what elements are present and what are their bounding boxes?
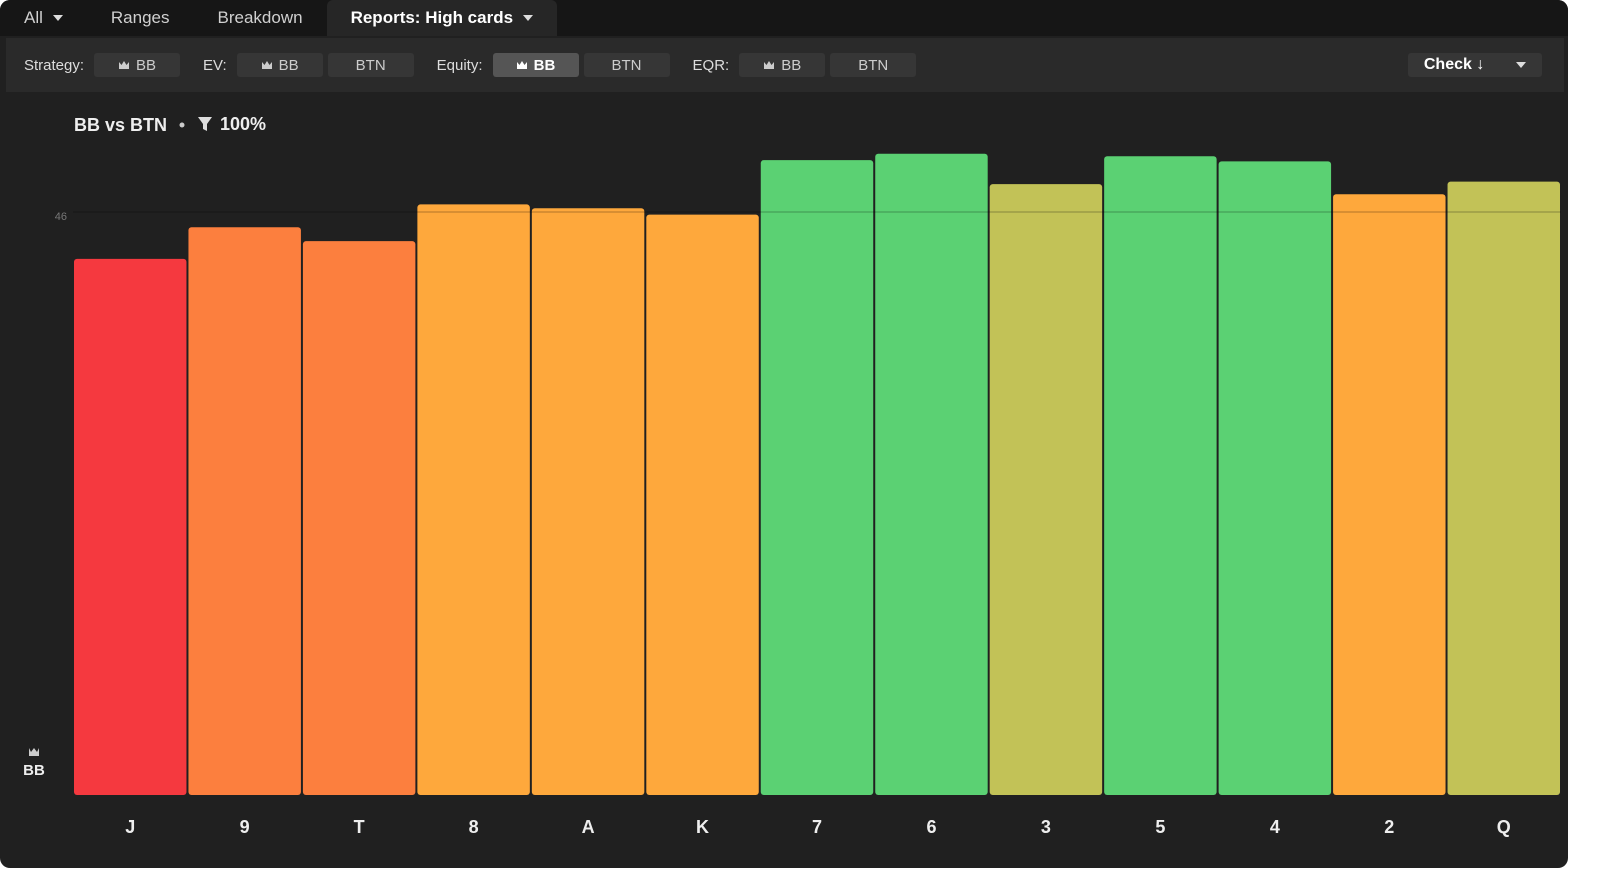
group-label: Strategy: [24,56,85,74]
tab[interactable]: Breakdown [194,0,327,36]
option-button[interactable]: BTN [583,53,670,77]
bar [760,160,874,795]
x-tick-label: J [125,817,135,837]
filter-icon [198,117,212,131]
filter-value: 100% [220,114,266,134]
crown-icon [29,748,39,756]
x-tick-label: 2 [1384,817,1394,837]
group-label: EQR: [692,56,730,74]
caret [1516,62,1527,68]
bar [1218,161,1332,795]
toolbar: Strategy: BB EV: BB BTN Equity: BB BTN EQR: BB BTN… [6,38,1564,92]
chart: BB vs BTN 100% BB J 9 T 8 A K 7 6 3 5 4 2 Q 46 [23,114,1561,837]
player-label: BB [23,762,45,779]
crown-icon [764,61,775,69]
group-label: EV: [203,56,227,74]
bar [302,241,416,796]
tab-label: Breakdown [217,8,303,27]
tab[interactable]: Ranges [87,0,194,36]
x-tick-label: 8 [469,817,479,837]
bar [188,227,301,795]
group-label: Equity: [436,56,483,74]
crown-icon [119,61,130,69]
option-label: BTN [355,56,386,74]
bar [417,204,530,795]
tab[interactable]: All [0,0,87,36]
option-button[interactable]: BB [739,53,826,77]
tab-label: All [24,8,43,27]
separator-dot [179,122,185,128]
tab-label: Ranges [110,8,170,27]
option-label: BB [533,56,556,74]
option-button[interactable]: BB [236,53,323,77]
x-tick-label: 4 [1270,817,1280,837]
option-label: BB [136,56,157,74]
bar [646,214,759,796]
bar [74,258,187,795]
tab-label: Reports: High cards [350,8,514,27]
bar [875,153,988,795]
x-tick-label: T [354,817,365,837]
tab-bar: All Ranges Breakdown Reports: High cards [0,0,1568,36]
option-button[interactable]: BB [492,53,579,77]
option-label: BB [781,56,802,74]
bar [1104,156,1217,795]
bar [531,208,645,795]
tab[interactable]: Reports: High cards [326,0,558,36]
option-button[interactable]: BTN [830,53,917,77]
bar [1447,181,1560,796]
option-button[interactable]: BB [94,53,181,77]
x-tick-label: K [696,817,709,837]
app-frame: All Ranges Breakdown Reports: High cards St… [0,0,1568,868]
x-tick-label: 5 [1155,817,1165,837]
x-tick-label: 6 [926,817,936,837]
x-tick-label: 9 [240,817,250,837]
option-label: BB [278,56,299,74]
option-label: BTN [611,56,642,74]
action-button[interactable]: Check ↓ [1408,53,1542,77]
x-tick-label: A [582,817,595,837]
option-button[interactable]: BTN [327,53,414,77]
x-tick-label: Q [1497,817,1511,837]
crown-icon [516,61,527,69]
bar [1333,194,1446,795]
crown-icon [261,61,272,69]
bar [989,184,1103,795]
action-label: Check ↓ [1423,56,1485,73]
y-tick-label: 46 [55,211,67,223]
chart-title: BB vs BTN [74,115,167,135]
x-tick-label: 7 [812,817,822,837]
option-label: BTN [858,56,889,74]
caret [523,15,534,21]
caret [52,15,63,21]
x-tick-label: 3 [1041,817,1051,837]
